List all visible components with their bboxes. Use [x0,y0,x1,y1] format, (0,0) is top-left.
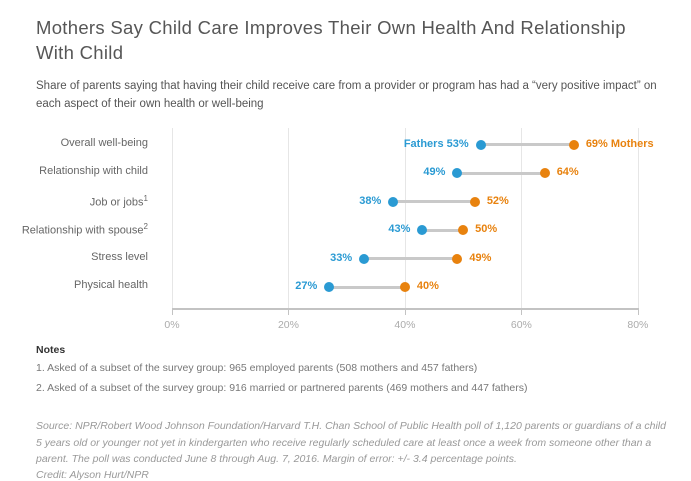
mothers-value-label: 50% [475,223,498,236]
category-label: Relationship with spouse2 [21,222,148,237]
credit-text: Credit: Alyson Hurt/NPR [36,469,149,481]
x-axis-tick-label: 80% [627,318,649,331]
notes-section: Notes 1. Asked of a subset of the survey… [36,344,667,396]
category-label: Relationship with child [39,165,148,178]
x-axis-tick [288,307,290,315]
x-axis-tick [637,307,639,315]
source-text: Source: NPR/Robert Wood Johnson Foundati… [36,420,666,465]
dumbbell-connector [364,257,458,261]
fathers-dot [417,225,428,236]
fathers-dot [324,282,335,293]
fathers-value-label: 49% [423,166,446,179]
gridline [288,127,290,308]
fathers-value-label: 27% [295,280,318,293]
mothers-value-label: 40% [416,280,439,293]
fathers-value-label: 33% [330,251,353,264]
fathers-value-label: Fathers 53% [403,137,469,150]
gridline [521,127,523,308]
category-label: Stress level [91,250,148,263]
x-axis-tick [404,307,406,315]
fathers-value-label: 43% [388,223,411,236]
category-label: Overall well-being [60,136,148,149]
category-labels: Overall well-being Relationship with chil… [22,128,148,308]
dumbbell-connector [422,228,464,232]
x-axis-tick-label: 0% [164,318,180,331]
mothers-value-label: 69% Mothers [585,137,654,150]
fathers-value-label: 38% [359,194,382,207]
note-item: 1. Asked of a subset of the survey group… [36,361,478,374]
mothers-value-label: 64% [556,166,579,179]
mothers-dot [399,282,410,293]
fathers-dot [359,253,370,264]
dumbbell-connector [457,171,545,175]
dumbbell-connector [393,200,475,204]
dot-plot-chart: Overall well-being Relationship with chil… [22,127,667,336]
footnote-marker: 1 [143,193,148,203]
dumbbell-connector [480,143,574,147]
gridline [404,127,406,308]
category-label: Physical health [74,279,148,292]
mothers-value-label: 52% [486,194,509,207]
mothers-dot [458,225,469,236]
x-axis-tick [521,307,523,315]
notes-list: 1. Asked of a subset of the survey group… [36,361,667,396]
mothers-dot [539,168,550,179]
x-axis-tick-label: 40% [394,318,416,331]
x-axis-tick-label: 20% [277,318,299,331]
note-item: 2. Asked of a subset of the survey group… [36,382,528,395]
dumbbell-connector [329,285,405,289]
category-label: Job or jobs1 [89,193,148,209]
mothers-dot [452,253,463,264]
x-axis-tick [172,307,173,315]
fathers-dot [452,168,463,179]
gridline [172,127,173,308]
notes-heading: Notes [36,343,66,356]
mothers-dot [469,196,480,207]
x-axis-tick-label: 60% [510,318,532,331]
chart-subtitle: Share of parents saying that having thei… [36,80,657,110]
plot-area: Fathers 53% 69% Mothers 49% 64% 38% 52% 43% 50%… [164,127,660,331]
fathers-dot [388,196,399,207]
chart-title: Mothers Say Child Care Improves Their Ow… [36,17,626,63]
fathers-dot [475,139,486,150]
mothers-dot [568,139,579,150]
mothers-value-label: 49% [469,251,492,264]
footnote-marker: 2 [143,222,148,232]
gridline [637,127,639,308]
